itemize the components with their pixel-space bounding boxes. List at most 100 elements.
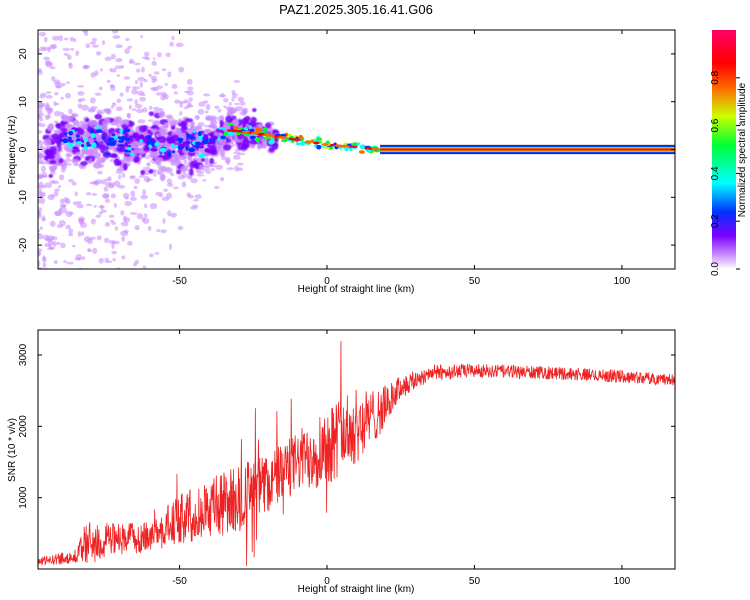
spectrogram-noise-blob <box>144 203 148 209</box>
spectrogram-noise-blob <box>95 51 102 56</box>
spectrogram-noise-blob <box>119 24 125 27</box>
spectrogram-noise-blob <box>237 162 244 166</box>
spectrogram-noise-blob <box>52 3 57 9</box>
spectrogram-noise-blob <box>153 71 160 75</box>
spectrogram-cloud-blob <box>139 125 147 133</box>
spectrogram-noise-blob <box>47 111 51 117</box>
spectrogram-ridge-core <box>329 143 335 147</box>
spectrogram-noise-blob <box>116 98 122 104</box>
spectrogram-cloud-blob <box>140 169 146 176</box>
spectrogram-peak-blob <box>197 130 202 137</box>
spectrogram-noise-blob <box>77 91 85 96</box>
spectrogram-peak-blob <box>280 138 288 143</box>
spectrogram-cloud-blob <box>53 129 63 134</box>
x-tick-label: 0 <box>324 576 330 587</box>
spectrogram-cloud-blob <box>71 113 79 118</box>
spectrogram-noise-blob <box>179 110 183 116</box>
spectrogram-noise-blob <box>85 43 91 49</box>
spectrogram-noise-blob <box>59 204 67 208</box>
spectrogram-noise-blob <box>93 311 96 314</box>
spectrogram-noise-blob <box>38 161 44 164</box>
spectrogram-noise-blob <box>99 179 107 185</box>
spectrogram-noise-blob <box>45 280 52 283</box>
spectrogram-noise-blob <box>150 75 157 81</box>
spectrogram-noise-blob <box>232 154 241 160</box>
spectrogram-noise-blob <box>38 153 44 159</box>
spectrogram-cloud-blob <box>94 113 103 120</box>
y-tick-label: 20 <box>18 48 29 60</box>
spectrogram-noise-blob <box>151 86 160 92</box>
spectrogram-noise-blob <box>115 44 123 49</box>
spectrogram-noise-blob <box>157 52 162 58</box>
spectrogram-peak-blob <box>62 138 69 144</box>
spectrogram-noise-blob <box>90 218 96 225</box>
spectrogram-noise-blob <box>61 166 66 173</box>
spectrogram-noise-blob <box>53 260 59 264</box>
spectrogram-noise-blob <box>52 8 59 12</box>
spectrogram-noise-blob <box>63 52 69 57</box>
x-tick-label: 100 <box>614 276 631 287</box>
spectrogram-noise-blob <box>97 298 101 302</box>
spectrogram-noise-blob <box>52 35 60 41</box>
spectrogram-noise-blob <box>219 177 225 182</box>
spectrogram-noise-blob <box>151 60 157 66</box>
spectrogram-noise-blob <box>139 96 147 102</box>
spectrogram-cloud-blob <box>152 120 161 127</box>
spectrogram-noise-blob <box>111 30 119 34</box>
spectrogram-peak-blob <box>185 145 189 151</box>
spectrogram-cloud-blob <box>180 165 187 173</box>
spectrogram-ridge-core <box>288 137 295 141</box>
spectrogram-noise-blob <box>90 106 98 110</box>
spectrogram-noise-blob <box>57 284 63 290</box>
spectrogram-noise-blob <box>141 56 149 59</box>
spectrogram-noise-blob <box>104 198 110 204</box>
spectrogram-cloud-blob <box>170 158 175 166</box>
spectrogram-cloud-blob <box>184 118 194 123</box>
spectrogram-noise-blob <box>38 260 41 267</box>
spectrogram-noise-blob <box>114 226 119 231</box>
x-tick-label: 50 <box>469 576 481 587</box>
spectrogram-noise-blob <box>46 107 53 111</box>
spectrogram-peak-blob <box>119 128 124 134</box>
spectrogram-noise-blob <box>43 56 50 61</box>
spectrogram-ridge-core <box>294 138 301 142</box>
spectrogram-peak-blob <box>148 144 153 149</box>
spectrogram-cloud-blob <box>154 157 164 163</box>
spectrogram-noise-blob <box>54 91 59 96</box>
spectrogram-y-ticks: -20 -10 0 10 20 <box>18 48 675 252</box>
spectrogram-cloud-blob <box>79 152 85 159</box>
spectrogram-cloud-blob <box>87 147 94 156</box>
spectrogram-cloud-blob <box>155 136 161 141</box>
spectrogram-noise-blob <box>43 234 50 241</box>
spectrogram-peak-blob <box>139 139 143 143</box>
spectrogram-noise-blob <box>184 99 189 104</box>
spectrogram-noise-blob <box>39 46 46 52</box>
spectrogram-noise-blob <box>187 175 193 180</box>
spectrogram-cloud-blob <box>151 125 157 129</box>
spectrogram-noise-blob <box>136 68 141 73</box>
spectrogram-noise-blob <box>156 228 161 233</box>
spectrogram-noise-blob <box>62 277 69 283</box>
spectrogram-peak-blob <box>124 137 131 142</box>
spectrogram-blobs <box>38 3 382 324</box>
spectrogram-noise-blob <box>93 321 97 324</box>
spectrogram-cloud-blob <box>148 111 155 117</box>
spectrogram-cloud-blob <box>163 123 168 128</box>
spectrogram-noise-blob <box>137 76 146 82</box>
y-tick-label: 2000 <box>18 415 29 438</box>
spectrogram-noise-blob <box>98 211 103 215</box>
spectrogram-noise-blob <box>77 200 82 205</box>
spectrogram-noise-blob <box>144 51 150 57</box>
spectrogram-noise-blob <box>81 104 89 111</box>
spectrogram-noise-blob <box>58 35 63 42</box>
spectrogram-noise-blob <box>100 209 107 213</box>
spectrogram-noise-blob <box>58 174 65 181</box>
spectrogram-noise-blob <box>113 180 121 187</box>
spectrogram-noise-blob <box>68 108 73 115</box>
spectrogram-peak-blob <box>111 133 116 137</box>
spectrogram-noise-blob <box>158 194 163 198</box>
spectrogram-noise-blob <box>219 114 225 121</box>
spectrogram-noise-blob <box>194 115 200 120</box>
spectrogram-noise-blob <box>167 71 172 78</box>
spectrogram-noise-blob <box>99 68 104 72</box>
